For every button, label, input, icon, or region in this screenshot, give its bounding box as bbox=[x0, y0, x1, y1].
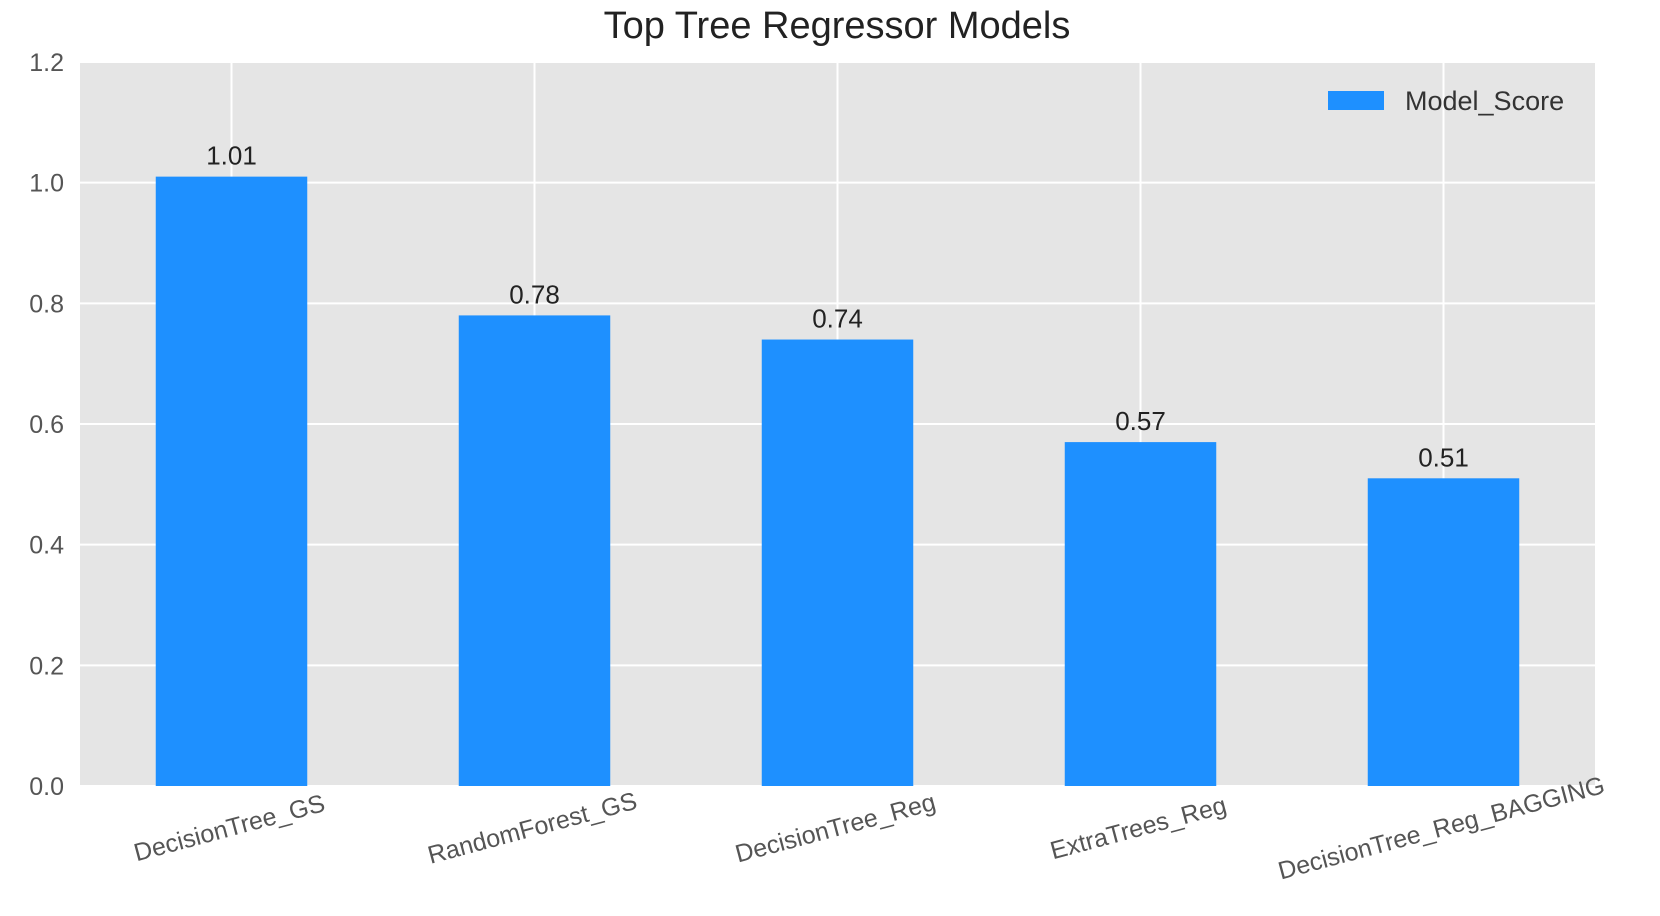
x-tick-label: DecisionTree_Reg_BAGGING bbox=[1275, 771, 1607, 885]
y-tick-label: 0.4 bbox=[29, 532, 64, 560]
bar-value-labels: 1.01 0.78 0.74 0.57 0.51 bbox=[206, 141, 1469, 473]
legend: Model_Score bbox=[1328, 86, 1564, 116]
bar-value-label: 0.57 bbox=[1115, 406, 1166, 436]
bar-value-label: 1.01 bbox=[206, 141, 257, 171]
legend-label-model-score: Model_Score bbox=[1405, 86, 1564, 116]
x-tick-label: DecisionTree_GS bbox=[131, 789, 328, 867]
y-tick-label: 0.6 bbox=[29, 411, 64, 439]
bars bbox=[155, 176, 1520, 787]
bar bbox=[155, 176, 308, 787]
y-tick-label: 1.2 bbox=[29, 49, 64, 77]
legend-swatch-model-score bbox=[1328, 91, 1384, 110]
x-tick-label: DecisionTree_Reg bbox=[732, 788, 938, 868]
y-axis-ticks: 0.0 0.2 0.4 0.6 0.8 1.0 1.2 bbox=[29, 49, 64, 801]
bar bbox=[458, 315, 611, 786]
bar bbox=[761, 339, 914, 786]
bar-value-label: 0.51 bbox=[1418, 442, 1469, 472]
bar-value-label: 0.78 bbox=[509, 279, 560, 309]
y-tick-label: 1.0 bbox=[29, 170, 64, 198]
chart-title: Top Tree Regressor Models bbox=[604, 5, 1071, 47]
bar bbox=[1367, 478, 1520, 786]
bar-value-label: 0.74 bbox=[812, 304, 863, 334]
y-tick-label: 0.8 bbox=[29, 290, 64, 318]
x-tick-label: ExtraTrees_Reg bbox=[1047, 791, 1229, 865]
x-axis-ticks: DecisionTree_GS RandomForest_GS DecisionTr… bbox=[131, 771, 1608, 885]
bar bbox=[1064, 442, 1217, 786]
x-tick-label: RandomForest_GS bbox=[425, 787, 640, 870]
y-tick-label: 0.2 bbox=[29, 652, 64, 680]
y-tick-label: 0.0 bbox=[29, 773, 64, 801]
